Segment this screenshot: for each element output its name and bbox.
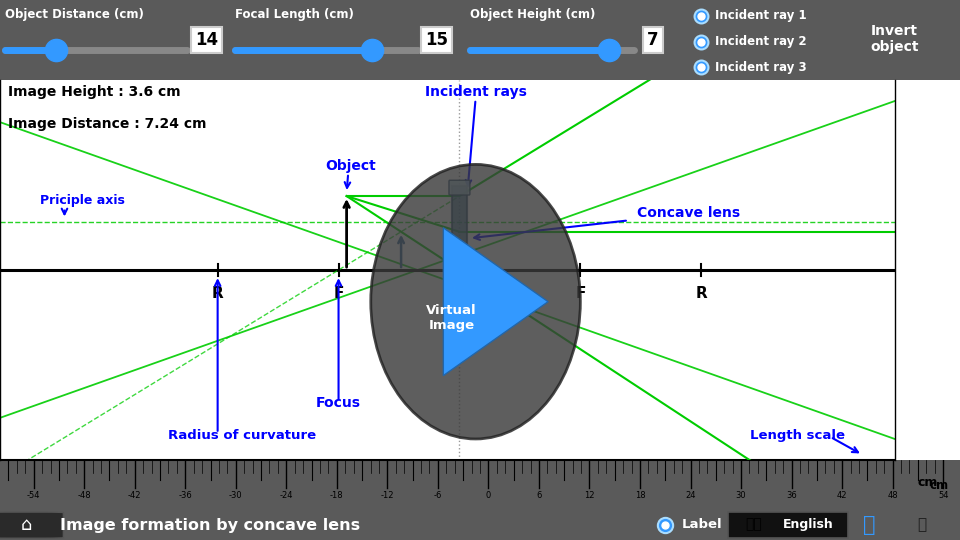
Text: cm: cm	[917, 476, 938, 489]
Text: Radius of curvature: Radius of curvature	[168, 429, 316, 442]
Circle shape	[371, 164, 581, 439]
Text: Image formation by concave lens: Image formation by concave lens	[60, 518, 361, 532]
Text: 🚫: 🚫	[917, 517, 926, 532]
Text: 14: 14	[195, 31, 218, 49]
Text: Object: Object	[325, 159, 376, 173]
Text: English: English	[782, 518, 833, 531]
Text: -6: -6	[434, 491, 443, 500]
Text: 15: 15	[425, 31, 448, 49]
Bar	[452, 186, 467, 354]
Text: -48: -48	[78, 491, 91, 500]
Text: 12: 12	[585, 491, 595, 500]
Text: Object Height (cm): Object Height (cm)	[470, 8, 596, 21]
Text: 24: 24	[685, 491, 696, 500]
Text: F: F	[575, 286, 586, 301]
Text: 🇬🇧: 🇬🇧	[745, 517, 761, 531]
Text: -54: -54	[27, 491, 40, 500]
Text: ⌂: ⌂	[20, 516, 32, 534]
Text: ⤢: ⤢	[862, 515, 876, 535]
Text: -42: -42	[128, 491, 141, 500]
Text: 6: 6	[537, 491, 541, 500]
Text: cm: cm	[929, 478, 948, 492]
Text: Priciple axis: Priciple axis	[40, 194, 125, 207]
Text: -18: -18	[330, 491, 344, 500]
Text: Concave lens: Concave lens	[636, 206, 740, 220]
Text: Label: Label	[682, 518, 722, 531]
Text: Incident ray 2: Incident ray 2	[715, 35, 806, 48]
FancyBboxPatch shape	[0, 512, 63, 538]
Text: R: R	[695, 286, 708, 301]
Text: 54: 54	[938, 491, 948, 500]
Polygon shape	[444, 228, 548, 376]
Text: 36: 36	[786, 491, 797, 500]
Text: F: F	[333, 286, 344, 301]
Text: -36: -36	[179, 491, 192, 500]
Text: Incident ray 3: Incident ray 3	[715, 60, 806, 73]
Text: Object Distance (cm): Object Distance (cm)	[5, 8, 144, 21]
Text: 30: 30	[735, 491, 746, 500]
Text: Incident rays: Incident rays	[424, 85, 526, 99]
Text: 48: 48	[887, 491, 898, 500]
Text: 18: 18	[635, 491, 645, 500]
Text: Focus: Focus	[316, 396, 361, 410]
Text: Invert
object: Invert object	[871, 24, 919, 54]
Text: 42: 42	[837, 491, 848, 500]
Text: Length scale: Length scale	[751, 429, 846, 442]
FancyBboxPatch shape	[728, 512, 848, 538]
Text: Image Height : 3.6 cm: Image Height : 3.6 cm	[8, 85, 180, 99]
Text: R: R	[212, 286, 224, 301]
Text: Virtual
Image: Virtual Image	[426, 303, 477, 332]
Text: 7: 7	[647, 31, 659, 49]
Text: Focal Length (cm): Focal Length (cm)	[235, 8, 354, 21]
Text: -24: -24	[279, 491, 293, 500]
Text: 0: 0	[486, 491, 492, 500]
Text: -12: -12	[380, 491, 395, 500]
Text: Incident ray 1: Incident ray 1	[715, 10, 806, 23]
Text: -30: -30	[229, 491, 243, 500]
Text: Image Distance : 7.24 cm: Image Distance : 7.24 cm	[8, 117, 206, 131]
FancyBboxPatch shape	[449, 180, 470, 195]
